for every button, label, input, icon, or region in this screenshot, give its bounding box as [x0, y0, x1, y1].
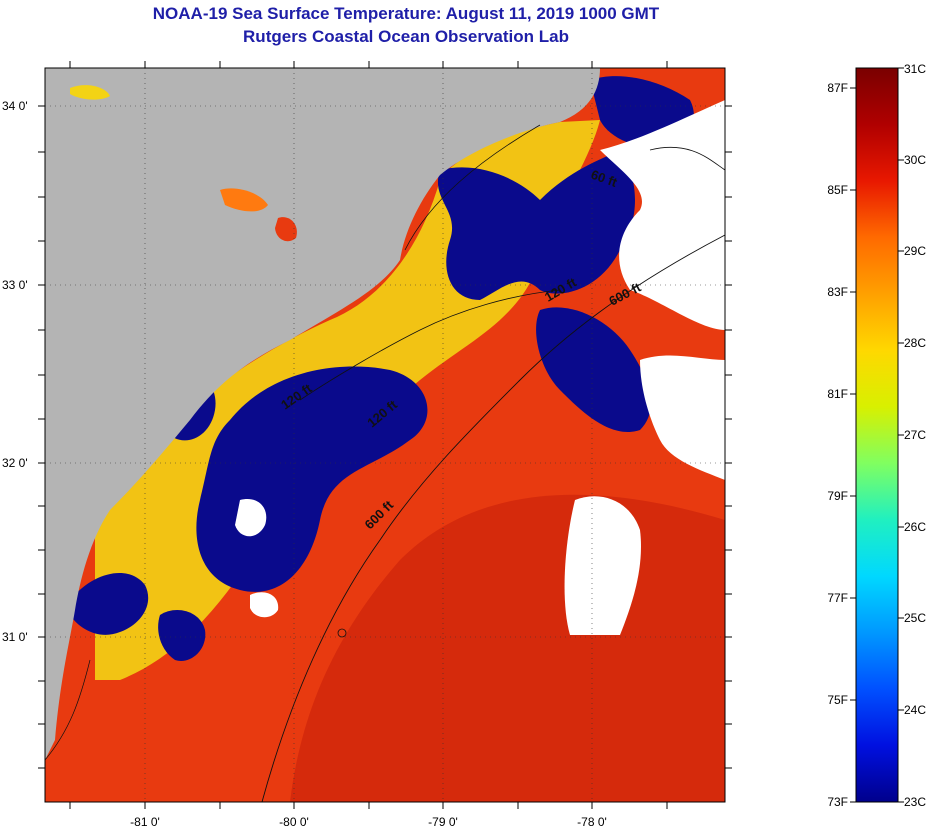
lat-label-33: 33 0'	[2, 278, 28, 292]
lat-label-34: 34 0'	[2, 99, 28, 113]
isobath-120ft-north	[404, 124, 541, 251]
lon-label-81: -81 0'	[130, 815, 160, 829]
cb-c-label-27: 27C	[904, 428, 926, 442]
cb-f-label-85: 85F	[827, 183, 848, 197]
map-frame	[44, 67, 726, 803]
lon-labels: -81 0' -80 0' -79 0' -78 0'	[130, 815, 607, 829]
cold-patch-south	[70, 573, 149, 635]
cloud-small-2	[250, 592, 279, 618]
lat-label-31: 31 0'	[2, 630, 28, 644]
colorbar-f-labels: 87F 85F 83F 81F 79F 77F 75F 73F	[827, 81, 848, 809]
map-layers	[45, 68, 725, 802]
cb-f-label-87: 87F	[827, 81, 848, 95]
cb-c-label-31: 31C	[904, 62, 926, 76]
isobath-seamount	[337, 628, 347, 638]
cb-f-label-83: 83F	[827, 285, 848, 299]
cb-c-label-25: 25C	[904, 611, 926, 625]
cloud-northeast	[600, 100, 725, 330]
cb-f-label-81: 81F	[827, 387, 848, 401]
isobath-120ft-mid	[299, 289, 561, 401]
cb-f-label-77: 77F	[827, 591, 848, 605]
colorbar-ticks	[850, 67, 904, 803]
cb-f-label-79: 79F	[827, 489, 848, 503]
cb-c-label-23: 23C	[904, 795, 926, 809]
lon-label-79: -79 0'	[428, 815, 458, 829]
cloud-offshore	[564, 496, 641, 635]
land-coastline	[45, 68, 600, 760]
cold-patch-north	[437, 150, 635, 300]
inland-lake-2	[275, 217, 297, 242]
colorbar	[855, 67, 899, 803]
cb-f-label-73: 73F	[827, 795, 848, 809]
lon-label-78: -78 0'	[577, 815, 607, 829]
cold-patch-central	[196, 366, 428, 592]
lon-label-80: -80 0'	[279, 815, 309, 829]
isobath-600ft	[261, 234, 725, 802]
cloud-small-1	[235, 499, 267, 537]
cb-c-label-28: 28C	[904, 336, 926, 350]
cold-patch-south-2	[158, 610, 206, 661]
cb-c-label-24: 24C	[904, 703, 926, 717]
lat-label-32: 32 0'	[2, 456, 28, 470]
inland-lake-1	[220, 188, 268, 212]
isobath-60ft	[649, 146, 725, 171]
cb-c-label-30: 30C	[904, 153, 926, 167]
cold-patch-east	[536, 307, 651, 432]
cloud-east	[640, 355, 725, 480]
map-subtitle: Rutgers Coastal Ocean Observation Lab	[243, 27, 569, 46]
lat-labels: 34 0' 33 0' 32 0' 31 0'	[2, 99, 28, 644]
colorbar-c-labels: 31C 30C 29C 28C 27C 26C 25C 24C 23C	[904, 62, 926, 809]
cb-c-label-29: 29C	[904, 244, 926, 258]
map-title: NOAA-19 Sea Surface Temperature: August …	[152, 4, 660, 23]
axis-ticks	[38, 61, 732, 809]
graticule	[45, 68, 725, 802]
cb-c-label-26: 26C	[904, 520, 926, 534]
inland-lake-3	[70, 85, 110, 100]
coast-contour-sw	[45, 659, 91, 761]
cb-f-label-75: 75F	[827, 693, 848, 707]
